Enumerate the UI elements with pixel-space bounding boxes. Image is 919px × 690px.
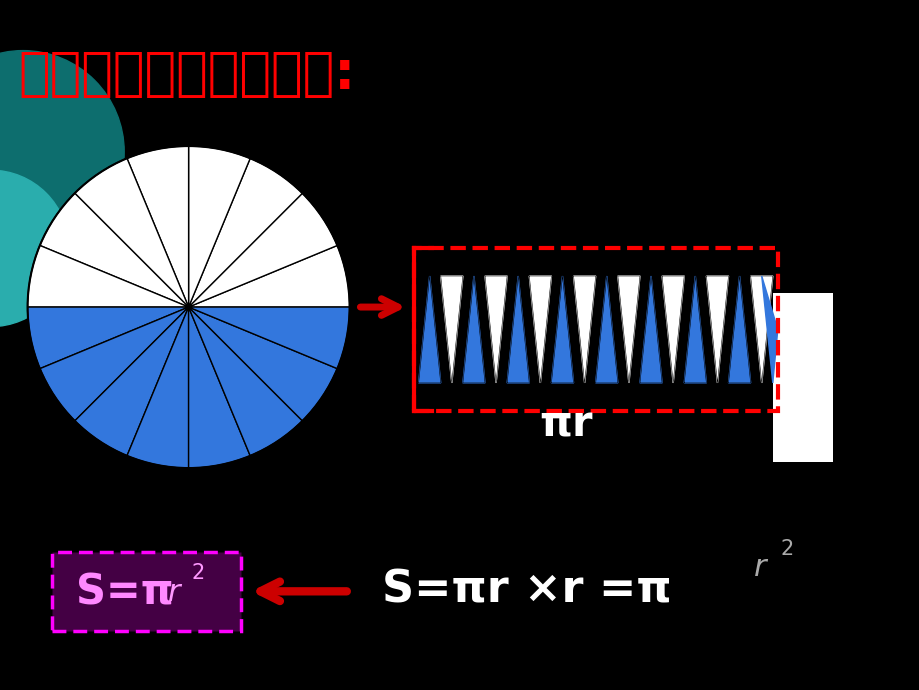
Text: 2: 2	[779, 539, 792, 558]
Wedge shape	[188, 307, 337, 421]
Wedge shape	[74, 307, 188, 456]
Text: S=πr ×r =π: S=πr ×r =π	[381, 569, 671, 611]
Polygon shape	[640, 276, 662, 383]
Polygon shape	[550, 276, 573, 383]
Polygon shape	[750, 276, 772, 383]
Wedge shape	[188, 146, 250, 307]
Wedge shape	[188, 246, 349, 307]
Wedge shape	[127, 307, 188, 468]
Wedge shape	[188, 158, 302, 307]
Text: r: r	[754, 553, 766, 582]
Polygon shape	[573, 276, 596, 383]
Bar	[52, 552, 241, 631]
Bar	[772, 293, 832, 462]
Polygon shape	[440, 276, 462, 383]
Polygon shape	[484, 276, 506, 383]
Bar	[414, 248, 777, 411]
Wedge shape	[127, 146, 188, 307]
Polygon shape	[706, 276, 728, 383]
Wedge shape	[188, 193, 337, 307]
Circle shape	[0, 170, 69, 326]
Polygon shape	[618, 276, 640, 383]
Polygon shape	[418, 276, 440, 383]
Polygon shape	[506, 276, 528, 383]
Polygon shape	[462, 276, 484, 383]
Wedge shape	[188, 307, 302, 456]
Text: 2: 2	[191, 563, 204, 582]
Circle shape	[0, 50, 124, 253]
Text: 圆的面积公式推导过程:: 圆的面积公式推导过程:	[18, 48, 356, 100]
Polygon shape	[761, 276, 777, 383]
Wedge shape	[74, 158, 188, 307]
Polygon shape	[528, 276, 550, 383]
Text: πr: πr	[539, 404, 592, 446]
Wedge shape	[40, 193, 188, 307]
Text: S=π: S=π	[76, 571, 174, 613]
Polygon shape	[684, 276, 706, 383]
Polygon shape	[728, 276, 750, 383]
Wedge shape	[188, 307, 250, 468]
Text: r: r	[168, 578, 181, 607]
Wedge shape	[188, 307, 349, 368]
Wedge shape	[28, 307, 188, 368]
Wedge shape	[40, 307, 188, 421]
Polygon shape	[596, 276, 618, 383]
Polygon shape	[662, 276, 684, 383]
Wedge shape	[28, 246, 188, 307]
